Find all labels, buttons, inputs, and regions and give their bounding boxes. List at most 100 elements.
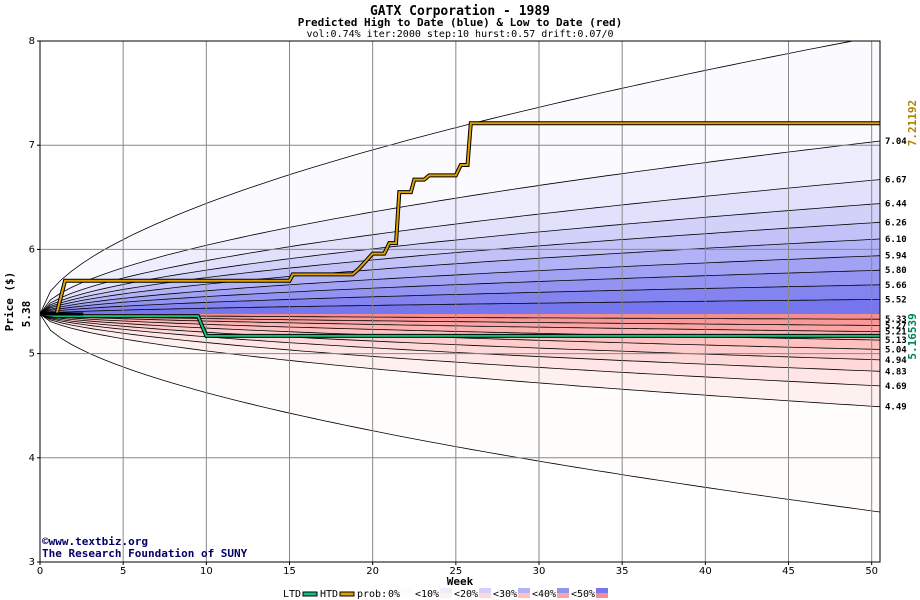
low-band-label: 4.83 [885,367,907,377]
band-boundary [40,179,880,315]
ltd-legend-swatch [302,591,318,597]
low-band-label: 4.69 [885,382,907,392]
high-band-label: 6.26 [885,218,907,228]
x-tick-label: 45 [782,566,795,577]
htd-final-value: 7.21192 [906,100,919,146]
chart-parameters: vol:0.74% iter:2000 step:10 hurst:0.57 d… [306,29,613,40]
band-boundary [40,313,880,333]
band-boundary [40,313,880,361]
prob-swatch-high [479,588,491,593]
high-band [40,284,880,314]
start-price-label: 5.38 [20,301,33,328]
credit: ©www.textbiz.org The Research Foundation… [42,535,248,560]
high-band [40,299,880,314]
x-tick-label: 50 [865,566,878,577]
high-band [40,239,880,314]
low-band [40,314,880,512]
high-band-label: 5.52 [885,295,907,305]
y-tick-label: 4 [29,453,35,464]
high-band [40,222,880,314]
band-boundary [40,313,880,387]
prob-swatch-low [557,593,569,598]
high-band [40,203,880,314]
high-band-label: 5.94 [885,252,907,262]
x-tick-label: 20 [366,566,379,577]
band-boundary [40,203,880,315]
prob-legend-item: 0% [388,589,400,600]
high-band-label: 6.10 [885,235,907,245]
high-band [40,179,880,314]
prob-legend-item: <40% [532,589,556,600]
x-tick-label: 15 [283,566,296,577]
y-axis-ticks: 3 4 5 6 7 8 [29,36,40,568]
series-lines [39,121,880,338]
low-band-label: 4.94 [885,356,907,366]
credit-organization: The Research Foundation of SUNY [42,547,248,560]
band-boundary [40,41,855,315]
high-band [40,270,880,314]
low-band-label: 4.49 [885,403,907,413]
svg-text:©www.textbiz.org: ©www.textbiz.org [42,535,148,548]
prob-legend-label: prob: [357,589,387,600]
high-band-label: 6.67 [885,176,907,186]
grid-lines [40,41,880,562]
prob-swatch-high [518,588,530,593]
band-boundary [40,313,880,408]
low-band [40,314,880,372]
x-tick-label: 35 [616,566,629,577]
y-tick-label: 8 [29,36,35,47]
prob-legend-item: <20% [454,589,478,600]
low-band-label: 5.21 [885,328,907,338]
plot-frame [39,40,881,563]
ltd-legend-label: LTD [283,589,301,600]
low-band [40,314,880,386]
prob-swatch-high [440,588,452,593]
chart-subtitle: Predicted High to Date (blue) & Low to D… [298,16,623,29]
band-boundary [40,299,880,315]
band-boundary-lines [40,41,880,513]
probability-bands [40,41,880,512]
chart-title: GATX Corporation - 1989 [370,4,550,19]
high-band-label: 6.44 [885,200,907,210]
x-axis-ticks: 0 5 10 15 20 25 30 35 40 45 50 [37,562,878,577]
prob-swatch-low [401,593,413,598]
high-band [40,41,880,314]
low-band-label: 5.27 [885,321,907,331]
x-tick-label: 40 [699,566,712,577]
high-band-label: 7.04 [885,137,907,147]
final-value-labels: 7.21192 5.16539 [906,100,919,360]
band-boundary [40,269,880,315]
x-tick-label: 5 [120,566,126,577]
y-tick-label: 6 [29,244,35,255]
prob-swatch-low [440,593,452,598]
band-boundary [40,313,880,326]
low-band-label: 5.04 [885,345,907,355]
y-tick-label: 3 [29,557,35,568]
htd-legend-swatch [339,591,355,597]
prob-swatch-low [596,593,608,598]
legend: LTD HTD prob: 0% <10% <20% <30% <40% <50% [283,588,608,600]
prob-swatch-high [401,588,413,593]
band-value-labels: 5.52 5.66 5.80 5.94 6.10 6.26 6.44 6.67 7.04 5.33… [885,137,907,413]
y-tick-label: 5 [29,349,35,360]
band-boundary [40,255,880,315]
band-boundary [40,140,880,315]
low-band [40,314,880,320]
htd-legend-label: HTD [320,589,338,600]
credit-website: www.textbiz.org [49,535,148,548]
prob-legend-item: <50% [571,589,595,600]
high-band-label: 5.80 [885,266,907,276]
band-boundary [40,238,880,315]
x-axis-label: Week [447,575,474,588]
x-tick-label: 30 [533,566,546,577]
prob-swatch-low [479,593,491,598]
y-axis-label: Price ($) [3,272,16,332]
band-boundary [40,313,880,372]
prob-legend-item: <10% [415,589,439,600]
high-band [40,255,880,314]
x-tick-label: 0 [37,566,43,577]
high-band [40,141,880,314]
low-band [40,314,880,407]
band-boundary [40,284,880,315]
